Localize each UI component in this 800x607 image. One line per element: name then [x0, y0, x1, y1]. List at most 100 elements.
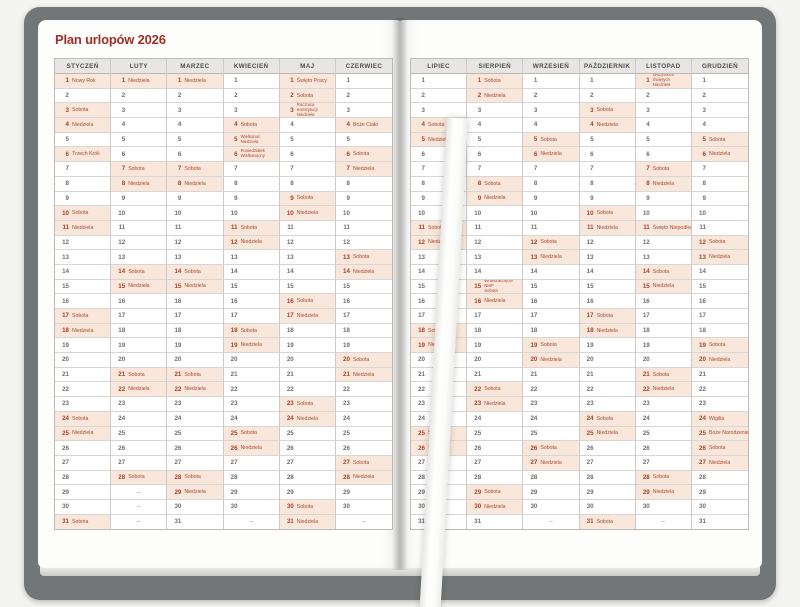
day-label: Sobota [484, 180, 501, 187]
day-number: 21 [418, 371, 425, 379]
day-number: 4 [346, 121, 350, 129]
day-number: 21 [642, 371, 650, 379]
day-cell: 28 [467, 470, 523, 486]
day-cell: 30 [55, 499, 111, 515]
day-label: Niedziela [708, 151, 731, 158]
day-number: 23 [642, 400, 650, 408]
day-number: 6 [533, 150, 538, 158]
calendar-grid-left: STYCZEŃ 1 Nowy Rok 2 3 Sobota 4 Niedziela 5 6 Trze… [54, 58, 394, 531]
day-number: 28 [699, 473, 706, 481]
day-number: 7 [346, 165, 350, 173]
day-number: 14 [642, 268, 650, 276]
day-cell: 1 [691, 74, 749, 89]
day-number: 5 [702, 136, 706, 144]
day-number: 15 [118, 282, 126, 290]
day-number: 23 [286, 400, 294, 408]
day-number: 24 [699, 415, 706, 423]
day-number: 8 [65, 180, 69, 188]
day-cell: 18 [523, 323, 579, 339]
day-cell: 12 Sobota [523, 235, 579, 251]
day-label: Niedziela [540, 254, 562, 261]
day-cell: 27 [111, 455, 167, 471]
day-label: Niedziela [184, 180, 206, 187]
day-number: 11 [699, 224, 706, 232]
day-cell: 17 [167, 309, 223, 324]
day-number: 14 [474, 268, 482, 276]
day-number: 11 [418, 224, 425, 232]
day-cell: – [223, 514, 279, 530]
day-cell: 3 [335, 103, 393, 119]
day-number: 29 [474, 488, 482, 496]
day-number: 6 [702, 150, 706, 158]
day-number: 25 [286, 429, 294, 437]
day-number: 28 [343, 473, 350, 481]
day-cell: 19 [467, 338, 523, 354]
month-header: LIPIEC [411, 59, 467, 74]
day-label: Niedziela [596, 327, 618, 334]
day-cell: 11 [523, 220, 579, 236]
day-cell: – [523, 514, 579, 530]
day-cell: 15 [691, 279, 749, 295]
day-number: 6 [477, 150, 482, 158]
day-number: 2 [121, 92, 126, 100]
day-label: Sobota [296, 195, 314, 202]
day-number: 20 [474, 356, 482, 364]
day-cell: 26 [579, 441, 635, 456]
day-number: 23 [474, 400, 482, 408]
day-number: 27 [699, 459, 706, 467]
day-cell: 13 Sobota [335, 250, 393, 265]
day-number: 23 [699, 400, 706, 408]
day-cell: 26 Sobota [691, 441, 749, 456]
day-cell: 1 Niedziela [111, 74, 167, 89]
day-cell: 15 Niedziela [167, 279, 223, 295]
day-cell: 27 [167, 455, 223, 471]
day-label: Niedziela [128, 283, 150, 290]
day-cell: 2 [223, 88, 279, 104]
day-cell: 13 [467, 250, 523, 265]
day-label: Sobota [72, 210, 89, 217]
day-cell: 23 [335, 397, 393, 412]
day-cell: 21 Sobota [111, 367, 167, 383]
day-cell: 17 Sobota [55, 309, 111, 324]
day-number: 21 [286, 371, 294, 379]
day-cell: 1 Niedziela [167, 74, 223, 89]
day-number: 10 [530, 209, 538, 217]
day-number: 16 [642, 297, 650, 305]
day-label: Sobota [128, 474, 145, 481]
day-label: Trzech Króli [72, 151, 100, 158]
day-cell: 10 [523, 206, 579, 221]
day-label: Niedziela [484, 195, 506, 202]
day-cell: 5 Sobota [523, 132, 579, 148]
day-cell: 10 Niedziela [279, 206, 335, 221]
day-cell: 29 Niedziela [167, 485, 223, 500]
day-number: 1 [421, 77, 425, 85]
month-column: CZERWIEC 1 2 3 4 Boże Ciało 5 6 Sobota 7 Niedziela… [335, 59, 393, 530]
day-cell: 9 [579, 191, 635, 207]
day-number: 25 [343, 429, 350, 437]
day-number: 9 [346, 194, 350, 202]
day-number: 21 [343, 371, 350, 379]
month-column: PAŹDZIERNIK 1 2 3 Sobota 4 Niedziela 5 6 7 8 9 10 Sob… [579, 59, 636, 530]
day-label: Sobota [596, 210, 614, 217]
day-cell: 12 [167, 235, 223, 251]
day-number: 7 [646, 165, 650, 173]
month-column: KWIECIEŃ 1 2 3 4 Sobota 5 Wielkanoc Niedziela 6 P… [223, 59, 280, 530]
day-number: 15 [530, 282, 538, 290]
day-cell: 24 [467, 411, 523, 427]
day-cell: 21 [523, 367, 579, 383]
day-number: 11 [587, 224, 594, 232]
month-column: WRZESIEŃ 1 2 3 4 5 Sobota 6 Niedziela 7 8 9 10 11 12 So… [523, 59, 580, 530]
day-cell: 5 [279, 132, 335, 148]
day-cell: 9 [55, 191, 111, 207]
day-label: Nowy Rok [72, 77, 96, 84]
day-number: 28 [118, 473, 126, 481]
day-number: 12 [474, 238, 482, 246]
page-left: Plan urlopów 2026 STYCZEŃ 1 Nowy Rok 2 3 Sobo… [38, 20, 400, 568]
day-cell: 19 Sobota [523, 338, 579, 354]
day-cell: 3 [635, 103, 691, 119]
day-label: Niedziela [708, 459, 731, 466]
day-number: 8 [646, 180, 650, 188]
day-cell: 30 Niedziela [467, 499, 523, 515]
day-cell: 28 [691, 470, 749, 486]
